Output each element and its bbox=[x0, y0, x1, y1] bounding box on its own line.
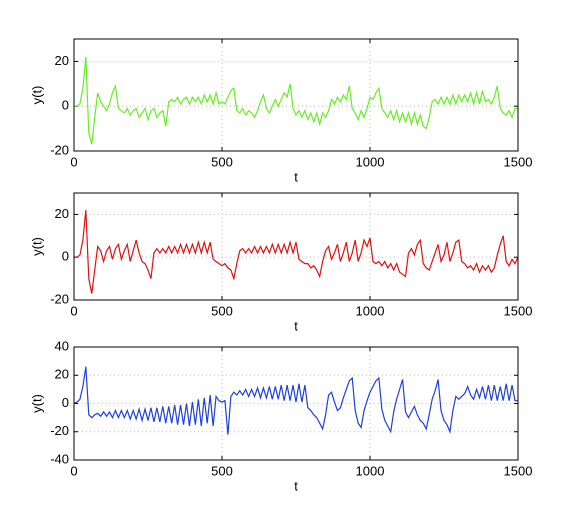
y-tick-label: -20 bbox=[50, 423, 69, 438]
data-line bbox=[73, 366, 518, 435]
x-tick-label: 1500 bbox=[504, 463, 533, 478]
y-tick-label: 0 bbox=[62, 395, 69, 410]
y-axis-label: y(t) bbox=[29, 394, 44, 413]
axes-frame bbox=[73, 38, 519, 152]
y-tick-label: 20 bbox=[55, 206, 69, 221]
x-axis-label: t bbox=[294, 318, 298, 333]
x-tick-label: 0 bbox=[70, 154, 77, 169]
x-tick-label: 1000 bbox=[356, 303, 385, 318]
x-tick-label: 0 bbox=[70, 303, 77, 318]
y-tick-label: -40 bbox=[50, 451, 69, 466]
y-tick-label: 20 bbox=[55, 367, 69, 382]
y-tick-label: 20 bbox=[55, 53, 69, 68]
x-tick-label: 0 bbox=[70, 463, 77, 478]
y-tick-label: -20 bbox=[50, 142, 69, 157]
x-tick-label: 1000 bbox=[356, 463, 385, 478]
data-line bbox=[74, 56, 518, 145]
axes-frame bbox=[73, 192, 519, 301]
x-tick-label: 1000 bbox=[356, 154, 385, 169]
axes-background bbox=[74, 347, 518, 460]
x-tick-label: 500 bbox=[211, 303, 233, 318]
y-tick-label: -20 bbox=[50, 291, 69, 306]
x-tick-label: 500 bbox=[211, 154, 233, 169]
x-tick-label: 1500 bbox=[504, 303, 533, 318]
x-axis-label: t bbox=[294, 169, 298, 184]
x-tick-label: 1500 bbox=[504, 154, 533, 169]
x-axis-label: t bbox=[294, 478, 298, 493]
axes-background bbox=[74, 39, 518, 151]
x-tick-label: 500 bbox=[211, 463, 233, 478]
data-line bbox=[74, 210, 519, 294]
y-tick-label: 0 bbox=[62, 249, 69, 264]
y-tick-label: 0 bbox=[62, 98, 69, 113]
y-axis-label: y(t) bbox=[29, 86, 44, 105]
axes-frame bbox=[73, 346, 519, 461]
y-axis-label: y(t) bbox=[29, 237, 44, 256]
y-tick-label: 40 bbox=[55, 338, 69, 353]
axes-background bbox=[74, 193, 518, 300]
